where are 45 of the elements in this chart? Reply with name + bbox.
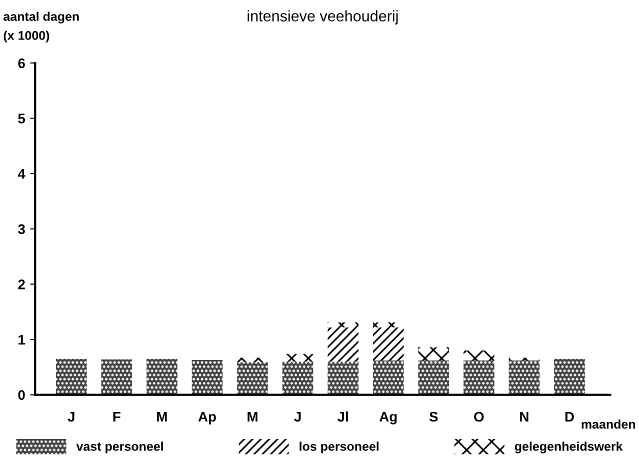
x-tick-label: O: [474, 412, 484, 422]
x-tick-label: N: [520, 412, 528, 422]
bar: [237, 362, 268, 395]
bar: [101, 359, 132, 395]
legend-label: gelegenheidswerk: [514, 442, 623, 454]
bar: [372, 360, 404, 395]
bar: [508, 360, 540, 395]
y-axis-title: aantal dagen (x 1000): [4, 12, 79, 42]
bar: [464, 350, 494, 361]
x-tick-label: M: [248, 412, 258, 422]
bar: [237, 358, 268, 362]
y-tick-label: 2: [18, 280, 25, 290]
y-tick-label: 0: [18, 390, 25, 400]
y-tick-label: 3: [18, 224, 25, 234]
y-tick-label: 6: [18, 58, 25, 68]
bar: [464, 360, 494, 395]
bar: [282, 362, 314, 395]
bar: [508, 358, 540, 361]
bar: [282, 354, 314, 362]
bar: [328, 322, 358, 328]
legend-label: los personeel: [300, 442, 378, 454]
bar: [418, 347, 450, 361]
bar: [146, 358, 178, 395]
bar: [554, 358, 585, 395]
bar: [56, 358, 87, 395]
x-tick-label: F: [113, 412, 120, 422]
y-tick-label: 4: [18, 169, 26, 179]
bar: [328, 362, 358, 395]
x-tick-label: S: [429, 412, 438, 422]
x-axis-title: maanden: [582, 420, 636, 429]
bar: [372, 327, 404, 361]
x-tick-label: Jl: [337, 411, 348, 422]
y-tick-label: 1: [18, 334, 26, 345]
bar: [192, 360, 223, 395]
chart-title: intensieve veehouderij: [248, 10, 398, 24]
x-tick-label: D: [565, 412, 574, 422]
bar: [418, 360, 450, 395]
bar: [328, 327, 358, 362]
x-tick-label: J: [294, 412, 301, 422]
x-tick-label: Ag: [379, 412, 397, 424]
legend-label: vast personeel: [76, 442, 163, 454]
x-tick-label: M: [157, 412, 167, 422]
x-tick-label: J: [68, 412, 74, 422]
y-tick-label: 5: [18, 114, 26, 124]
x-tick-label: Ap: [198, 412, 216, 424]
